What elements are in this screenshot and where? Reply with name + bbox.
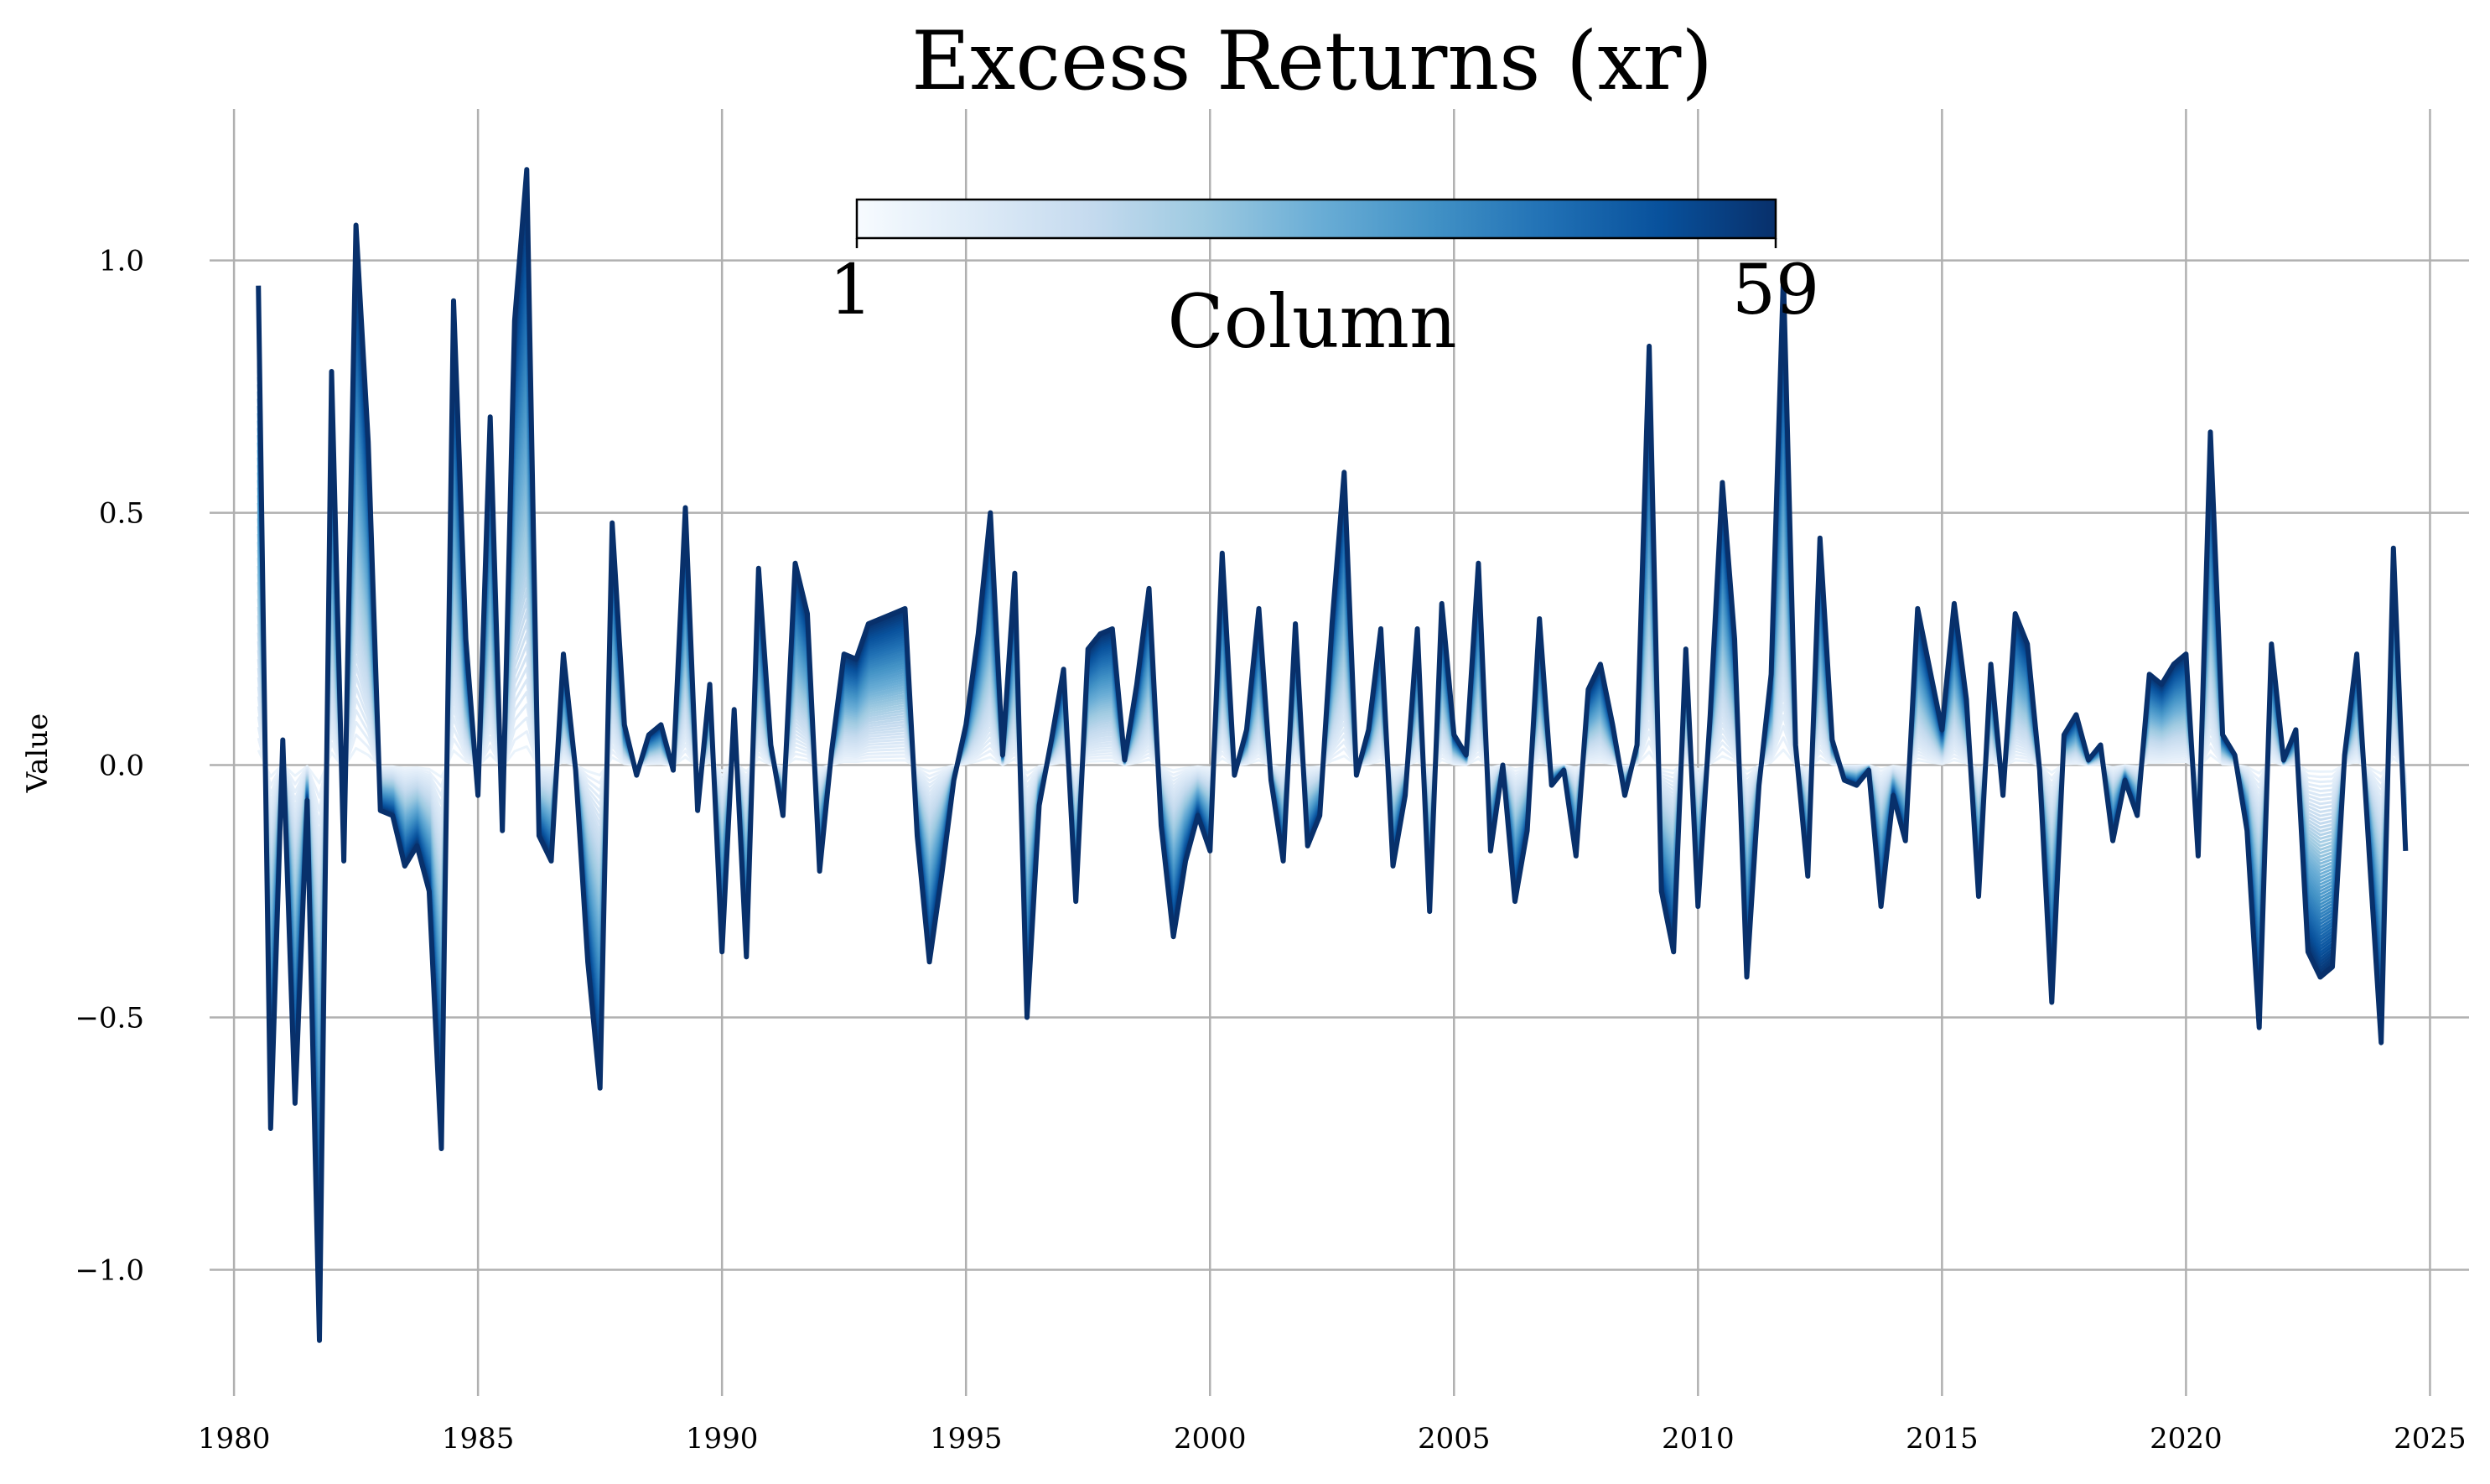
colorbar-max-label: 59 (1732, 251, 1819, 330)
series-line-column-4 (257, 703, 2407, 825)
series-line-column-3 (257, 716, 2407, 812)
y-tick-label: 0.5 (99, 497, 144, 531)
colorbar-min-label: 1 (829, 251, 873, 330)
y-tick-label: 0.0 (99, 750, 144, 783)
x-tick-label: 2000 (1174, 1422, 1247, 1455)
x-tick-label: 2015 (1906, 1422, 1979, 1455)
colorbar-gradient (855, 198, 1777, 240)
y-tick-label: −0.5 (75, 1002, 144, 1035)
x-tick-label: 2010 (1662, 1422, 1735, 1455)
x-tick-label: 1985 (442, 1422, 515, 1455)
series-line-column-2 (257, 730, 2407, 799)
y-tick-label: −1.0 (75, 1254, 144, 1288)
x-tick-label: 1995 (930, 1422, 1003, 1455)
series-lines (256, 167, 2409, 1343)
x-tick-label: 1990 (686, 1422, 759, 1455)
y-axis-label: Value (21, 713, 54, 794)
x-tick-label: 2020 (2150, 1422, 2223, 1455)
chart-title: Excess Returns (xr) (911, 14, 1713, 108)
x-tick-label: 1980 (198, 1422, 271, 1455)
colorbar: 1 59 Column (829, 198, 1819, 365)
series-line-column-59 (256, 167, 2409, 1343)
x-tick-label: 2025 (2394, 1422, 2467, 1455)
y-tick-label: 1.0 (99, 245, 144, 278)
y-tick-labels: 1.0 0.5 0.0 −0.5 −1.0 (75, 245, 144, 1288)
x-tick-labels: 1980 1985 1990 1995 2000 2005 2010 2015 2020 2025 (198, 1422, 2467, 1455)
series-line-column-1 (257, 745, 2407, 785)
colorbar-label: Column (1167, 278, 1456, 365)
x-tick-label: 2005 (1418, 1422, 1491, 1455)
